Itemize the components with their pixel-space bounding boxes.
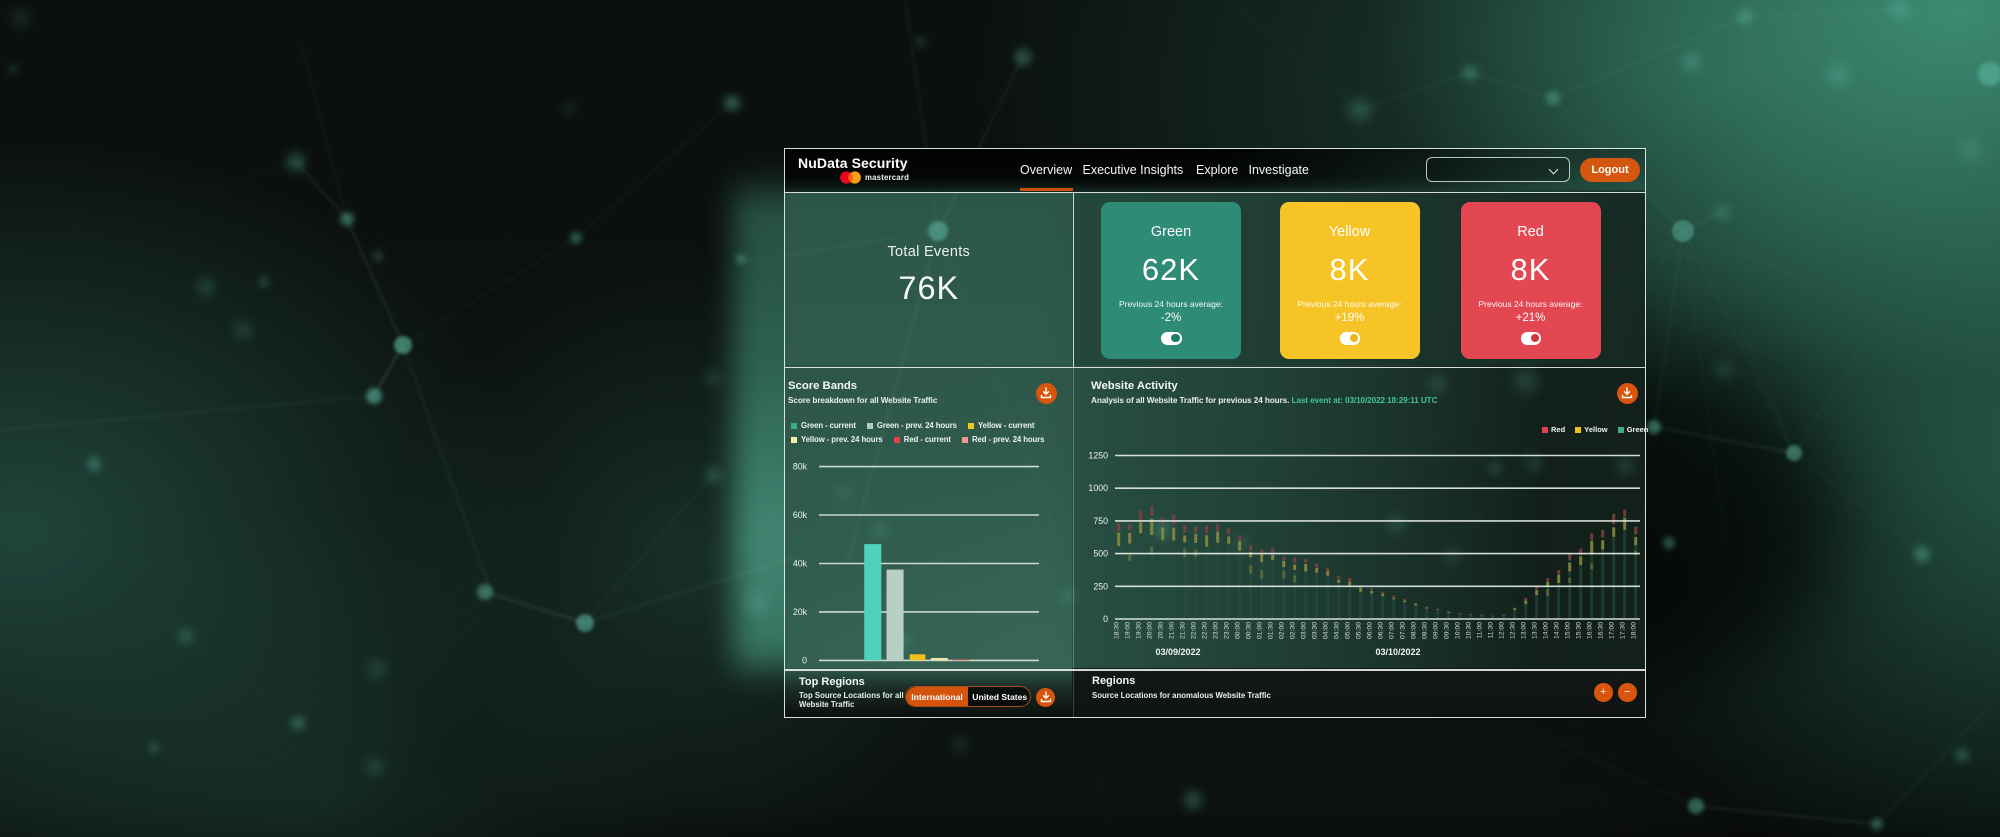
svg-text:06:00: 06:00 xyxy=(1367,622,1374,639)
svg-text:17:30: 17:30 xyxy=(1620,622,1627,639)
svg-text:03/10/2022: 03/10/2022 xyxy=(1375,647,1420,657)
svg-text:09:30: 09:30 xyxy=(1444,622,1451,639)
svg-text:15:00: 15:00 xyxy=(1565,622,1572,639)
svg-text:00:00: 00:00 xyxy=(1235,622,1242,639)
svg-text:1000: 1000 xyxy=(1088,483,1108,493)
svg-text:03:00: 03:00 xyxy=(1301,622,1308,639)
svg-text:0: 0 xyxy=(802,655,807,665)
svg-text:12:30: 12:30 xyxy=(1510,622,1517,639)
svg-text:16:30: 16:30 xyxy=(1598,622,1605,639)
svg-text:23:30: 23:30 xyxy=(1224,622,1231,639)
svg-text:14:30: 14:30 xyxy=(1554,622,1561,639)
svg-text:0: 0 xyxy=(1103,614,1108,624)
svg-text:08:00: 08:00 xyxy=(1411,622,1418,639)
svg-text:19:30: 19:30 xyxy=(1136,622,1143,639)
svg-text:01:30: 01:30 xyxy=(1268,622,1275,639)
svg-text:04:30: 04:30 xyxy=(1334,622,1341,639)
svg-text:06:30: 06:30 xyxy=(1378,622,1385,639)
svg-text:20:00: 20:00 xyxy=(1147,622,1154,639)
svg-text:80k: 80k xyxy=(793,462,808,472)
svg-text:16:00: 16:00 xyxy=(1587,622,1594,639)
svg-text:22:00: 22:00 xyxy=(1191,622,1198,639)
svg-text:08:30: 08:30 xyxy=(1422,622,1429,639)
svg-text:750: 750 xyxy=(1093,516,1108,526)
svg-text:10:00: 10:00 xyxy=(1455,622,1462,639)
svg-text:21:30: 21:30 xyxy=(1180,622,1187,639)
svg-text:13:30: 13:30 xyxy=(1532,622,1539,639)
svg-text:04:00: 04:00 xyxy=(1323,622,1330,639)
svg-text:21:00: 21:00 xyxy=(1169,622,1176,639)
svg-text:12:00: 12:00 xyxy=(1499,622,1506,639)
svg-text:500: 500 xyxy=(1093,549,1108,559)
svg-text:13:00: 13:00 xyxy=(1521,622,1528,639)
svg-text:07:30: 07:30 xyxy=(1400,622,1407,639)
svg-text:19:00: 19:00 xyxy=(1125,622,1132,639)
svg-text:20k: 20k xyxy=(793,607,808,617)
svg-text:09:00: 09:00 xyxy=(1433,622,1440,639)
svg-text:14:00: 14:00 xyxy=(1543,622,1550,639)
svg-text:05:30: 05:30 xyxy=(1356,622,1363,639)
svg-text:1250: 1250 xyxy=(1088,451,1108,461)
svg-text:07:00: 07:00 xyxy=(1389,622,1396,639)
svg-text:60k: 60k xyxy=(793,510,808,520)
svg-text:23:00: 23:00 xyxy=(1213,622,1220,639)
svg-text:250: 250 xyxy=(1093,581,1108,591)
svg-text:02:00: 02:00 xyxy=(1279,622,1286,639)
svg-text:11:00: 11:00 xyxy=(1477,622,1484,639)
svg-text:03:30: 03:30 xyxy=(1312,622,1319,639)
svg-text:17:00: 17:00 xyxy=(1609,622,1616,639)
svg-text:02:30: 02:30 xyxy=(1290,622,1297,639)
svg-text:18:00: 18:00 xyxy=(1631,622,1638,639)
svg-text:15:30: 15:30 xyxy=(1576,622,1583,639)
svg-text:01:00: 01:00 xyxy=(1257,622,1264,639)
svg-text:10:30: 10:30 xyxy=(1466,622,1473,639)
svg-text:00:30: 00:30 xyxy=(1246,622,1253,639)
svg-text:03/09/2022: 03/09/2022 xyxy=(1155,647,1200,657)
svg-text:20:30: 20:30 xyxy=(1158,622,1165,639)
svg-text:40k: 40k xyxy=(793,559,808,569)
svg-text:11:30: 11:30 xyxy=(1488,622,1495,639)
svg-text:18:30: 18:30 xyxy=(1114,622,1121,639)
svg-text:22:30: 22:30 xyxy=(1202,622,1209,639)
svg-text:05:00: 05:00 xyxy=(1345,622,1352,639)
